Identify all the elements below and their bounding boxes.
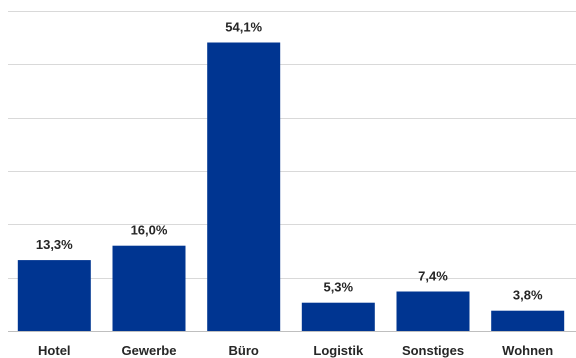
category-label-sonstiges: Sonstiges bbox=[402, 343, 464, 358]
bar-hotel bbox=[17, 260, 91, 331]
category-label-gewerbe: Gewerbe bbox=[122, 343, 177, 358]
data-label-logistik: 5,3% bbox=[323, 280, 353, 295]
bar-sonstiges bbox=[396, 291, 470, 331]
category-label-wohnen: Wohnen bbox=[502, 343, 553, 358]
x-axis-labels: Hotel Gewerbe Büro Logistik Sonstiges Wohnen bbox=[38, 343, 553, 358]
data-labels: 13,3% 16,0% 54,1% 5,3% 7,4% 3,8% bbox=[36, 20, 543, 303]
data-label-büro: 54,1% bbox=[225, 20, 262, 35]
gridlines bbox=[8, 11, 576, 279]
bars bbox=[17, 42, 565, 331]
bar-wohnen bbox=[491, 310, 565, 331]
data-label-gewerbe: 16,0% bbox=[131, 223, 168, 238]
data-label-hotel: 13,3% bbox=[36, 237, 73, 252]
bar-büro bbox=[207, 42, 281, 331]
bar-logistik bbox=[301, 302, 375, 331]
data-label-sonstiges: 7,4% bbox=[418, 269, 448, 284]
category-label-logistik: Logistik bbox=[313, 343, 364, 358]
bar-gewerbe bbox=[112, 245, 186, 331]
category-label-hotel: Hotel bbox=[38, 343, 71, 358]
data-label-wohnen: 3,8% bbox=[513, 288, 543, 303]
category-label-büro: Büro bbox=[229, 343, 259, 358]
